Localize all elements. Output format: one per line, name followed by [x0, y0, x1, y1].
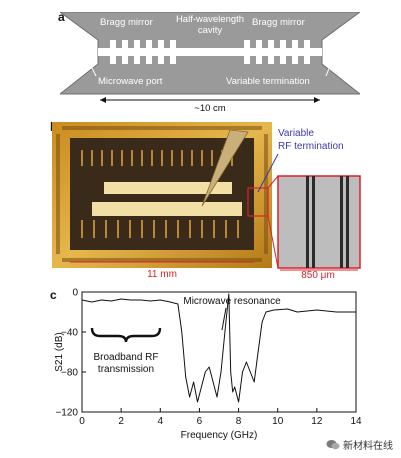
arrow-head-left — [100, 97, 106, 103]
inset-trace-3 — [340, 176, 343, 268]
annotation-broadband-line2: transmission — [98, 364, 154, 375]
resonance-pointer — [221, 307, 227, 331]
y-tick-label: −120 — [55, 408, 78, 419]
broadband-brace — [90, 327, 162, 343]
panel-label-a: a — [58, 10, 65, 24]
x-tick-label: 4 — [158, 416, 164, 427]
chip-photo: Variable RF termination 11 mm 850 μm — [52, 122, 361, 280]
series-line — [81, 293, 356, 403]
y-tick-label: −40 — [61, 328, 78, 339]
probe-needle — [201, 129, 249, 207]
label-rf-line1: Variable — [278, 128, 314, 139]
label-variable-termination: Variable termination — [226, 76, 310, 87]
watermark: 新材料在线 — [326, 437, 393, 452]
y-tick-label: 0 — [72, 288, 78, 299]
annotation-broadband-line1: Broadband RF — [93, 352, 158, 363]
panel-label-c: c — [50, 288, 57, 302]
termination-pointer — [325, 55, 335, 77]
y-axis-label: S21 (dB) — [54, 332, 65, 371]
port-pointer — [85, 55, 97, 77]
label-cavity-line2: cavity — [198, 25, 223, 36]
inset-trace-2 — [312, 176, 315, 268]
x-tick-label: 14 — [350, 416, 362, 427]
bragg-mirror-right — [244, 40, 310, 64]
label-bragg-left: Bragg mirror — [100, 17, 153, 28]
plot-frame — [81, 291, 357, 413]
label-bragg-right: Bragg mirror — [252, 17, 305, 28]
annotation-resonance: Microwave resonance — [183, 296, 281, 307]
inset-box — [247, 187, 269, 217]
x-axis-label: Frequency (GHz) — [181, 430, 258, 441]
inset-trace-4 — [346, 176, 349, 268]
label-length: ~10 cm — [194, 103, 226, 112]
inset-trace-1 — [306, 176, 309, 268]
y-tick-label: −80 — [61, 368, 78, 379]
x-tick-label: 10 — [272, 416, 284, 427]
label-rf-line2: RF termination — [278, 141, 344, 152]
label-microwave-port: Microwave port — [98, 76, 163, 87]
inset-line-bottom — [267, 215, 279, 269]
bragg-mirror-left — [110, 40, 176, 64]
watermark-text: 新材料在线 — [343, 441, 393, 452]
x-tick-label: 6 — [197, 416, 203, 427]
x-tick-label: 12 — [311, 416, 323, 427]
rf-pointer — [257, 153, 279, 193]
chart-axes — [81, 291, 357, 413]
transmission-strip-bottom — [92, 202, 242, 216]
inset-line-top — [267, 175, 279, 189]
x-tick-label: 8 — [236, 416, 242, 427]
s21-chart: 0 2 4 6 8 10 12 14 0 −40 −80 −120 Frequency (GHz) S… — [54, 288, 362, 442]
x-tick-label: 0 — [79, 416, 85, 427]
label-cavity-line1: Half-wavelength — [176, 14, 244, 25]
wechat-logo-icon — [326, 439, 340, 449]
device-schematic: Bragg mirror Half-wavelength cavity Brag… — [60, 12, 360, 112]
chart-series — [81, 293, 356, 403]
label-scale-left: 11 mm — [147, 269, 177, 280]
transmission-strip-top — [104, 182, 232, 194]
arrow-head-right — [314, 97, 320, 103]
bond-pads — [56, 126, 268, 262]
label-scale-right: 850 μm — [301, 270, 335, 280]
center-conductor — [98, 48, 322, 56]
x-tick-label: 2 — [118, 416, 124, 427]
chart-ticks: 0 2 4 6 8 10 12 14 0 −40 −80 −120 — [55, 288, 362, 428]
